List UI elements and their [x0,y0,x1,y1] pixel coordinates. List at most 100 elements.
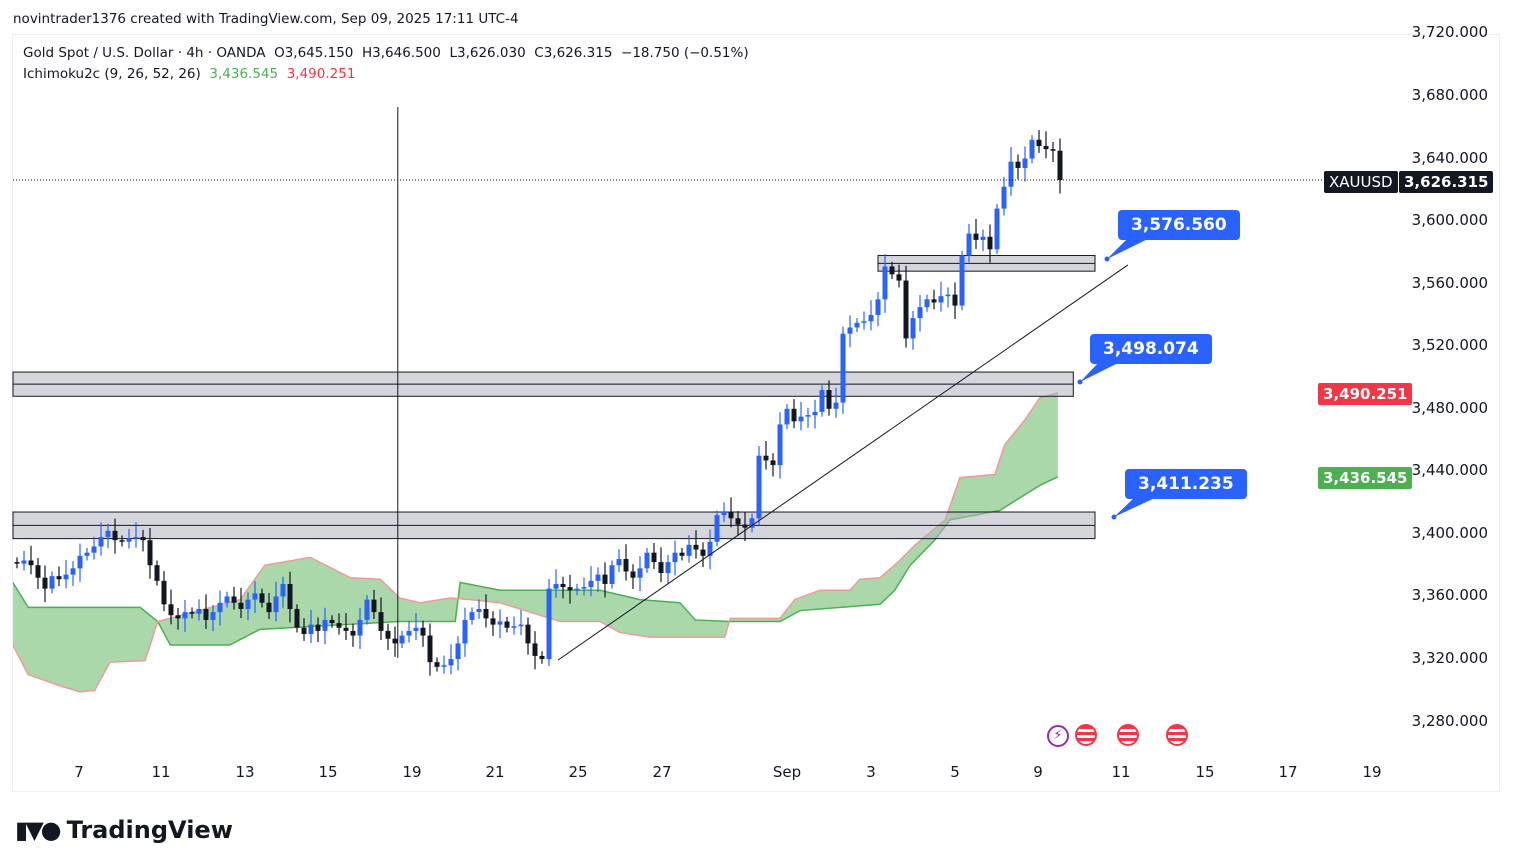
time-tick-label: 25 [568,763,588,781]
candle-body [420,627,426,636]
callout-anchor-dot [1104,256,1110,262]
candle-body [588,580,594,588]
candle-body [721,512,727,516]
candle-body [819,390,825,412]
candle-body [1050,149,1056,151]
candle-body [826,390,832,409]
candle-body [280,583,286,597]
candle-body [567,587,573,591]
candle-body [595,574,601,581]
candle-body [378,612,384,631]
price-tick-label: 3,440.000 [1411,461,1488,480]
candle-body [861,321,867,323]
candle-body [651,552,657,563]
event-lightning-icon[interactable]: ⚡ [1047,725,1069,747]
candle-body [238,602,244,609]
candle-body [609,565,615,584]
candle-body [903,280,909,339]
candle-body [1036,139,1042,147]
candle-body [679,552,685,556]
indicator-legend[interactable]: Ichimoku2c (9, 26, 52, 26) 3,436.545 3,4… [23,66,355,82]
ohlc-change: −18.750 (−0.51%) [621,45,749,61]
candle-body [1008,161,1014,187]
price-tick-label: 3,680.000 [1411,86,1488,104]
candle-body [749,518,755,528]
candle-body [889,266,895,275]
candle-body [945,294,951,297]
candle-body [798,416,804,422]
candle-body [581,587,587,589]
candle-body [392,638,398,644]
chart-caption: novintrader1376 created with TradingView… [13,11,519,27]
candle-body [917,307,923,319]
price-tick-label: 3,640.000 [1411,148,1488,167]
candle-body [875,299,881,315]
candle-body [336,623,342,628]
candle-body [399,635,405,644]
symbol-tag: XAUUSD [1324,171,1398,193]
callout-resistance-upper[interactable]: 3,576.560 [1118,210,1240,240]
candle-body [630,571,636,578]
callout-pointer [1107,238,1150,259]
us-event-flag-icon[interactable] [1075,724,1097,746]
candle-body [315,624,321,631]
candle-body [665,562,671,574]
candle-body [448,659,454,666]
candle-body [196,608,202,614]
candle-body [791,408,797,422]
candle-body [896,274,902,281]
price-tick-label: 3,480.000 [1411,398,1488,417]
candle-body [812,411,818,416]
candle-body [161,580,167,605]
candle-body [784,408,790,425]
candle-body [147,540,153,566]
candle-body [385,630,391,639]
candle-body [154,565,160,581]
candle-body [518,624,524,627]
candle-body [427,635,433,663]
candle-body [693,544,699,550]
us-event-flag-icon[interactable] [1166,724,1188,746]
time-tick-label: 27 [652,763,672,781]
price-tick-label: 3,400.000 [1411,523,1488,542]
last-price-tag: 3,626.315 [1399,171,1494,193]
candle-body [77,555,83,569]
candle-body [189,612,195,614]
candle-body [1057,150,1063,180]
chart-panel[interactable] [12,34,1500,792]
indicator-name: Ichimoku2c (9, 26, 52, 26) [23,66,201,82]
candle-body [980,236,986,240]
candle-body [476,608,482,613]
candle-body [805,415,811,417]
candle-body [63,574,69,580]
candle-body [406,630,412,636]
candle-body [952,294,958,306]
tradingview-logo[interactable]: ▮▼● TradingView [15,816,233,844]
candle-body [56,576,62,580]
candle-body [490,618,496,625]
candle-body [182,612,188,619]
candle-body [14,562,20,564]
candle-body [175,615,181,619]
candle-body [966,233,972,256]
us-event-flag-icon[interactable] [1117,724,1139,746]
candle-body [1015,161,1021,168]
candle-body [532,643,538,656]
candle-body [1022,158,1028,168]
candle-body [413,627,419,631]
candle-body [910,318,916,339]
candle-body [168,604,174,616]
candle-body [602,574,608,584]
time-tick-label: 17 [1278,763,1298,781]
callout-support-lower[interactable]: 3,411.235 [1125,469,1247,499]
callout-resistance-middle[interactable]: 3,498.074 [1090,334,1212,364]
ichimoku-span-a-line [13,476,1059,646]
candle-body [49,576,55,589]
candle-body [266,602,272,613]
candle-body [777,424,783,466]
candle-body [84,552,90,556]
candle-body [756,455,762,519]
candle-body [616,558,622,566]
symbol-legend[interactable]: Gold Spot / U.S. Dollar · 4h · OANDA O3,… [23,45,749,61]
